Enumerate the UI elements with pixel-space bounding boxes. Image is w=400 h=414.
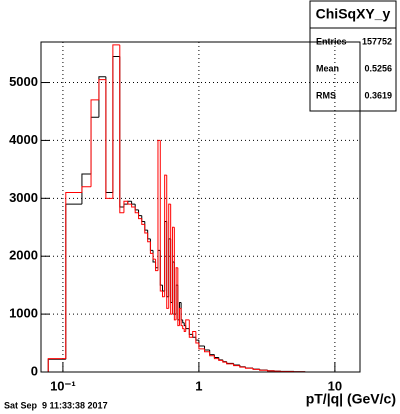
- histogram-bin: [134, 207, 139, 214]
- histogram-bin: [159, 140, 163, 292]
- histogram-bin: [144, 224, 148, 234]
- stats-label: Mean: [316, 63, 339, 73]
- stats-title: ChiSqXY_y: [316, 6, 391, 22]
- histogram-bin: [152, 253, 156, 260]
- y-tick-label: 5000: [9, 74, 38, 89]
- histogram-bin: [192, 330, 196, 338]
- plot-frame: [40, 41, 361, 373]
- histogram-bin: [98, 79, 106, 100]
- histogram-bin: [166, 175, 169, 309]
- histogram-bin: [213, 355, 219, 360]
- histogram-bin: [162, 285, 165, 292]
- stats-label: RMS: [316, 90, 336, 100]
- histogram-bin: [180, 308, 183, 327]
- x-tick-label: 10: [328, 378, 342, 393]
- histogram-bin: [98, 76, 106, 118]
- y-tick-label: 1000: [9, 306, 38, 321]
- histogram-bin: [222, 360, 227, 363]
- histogram-bin: [182, 325, 185, 330]
- histogram-bin: [177, 267, 180, 327]
- y-tick-label: 4000: [9, 132, 38, 147]
- histogram-bin: [182, 319, 185, 324]
- histogram-bin: [138, 212, 142, 220]
- histogram-bin: [209, 351, 215, 357]
- histogram-bin: [123, 200, 128, 213]
- histogram-bin: [90, 99, 99, 187]
- stats-value: 157752: [362, 36, 392, 46]
- histogram-bin: [112, 44, 120, 199]
- histogram-bin: [141, 218, 145, 225]
- histogram-bin: [183, 328, 186, 332]
- histogram-bin: [195, 331, 199, 344]
- histogram-bin: [178, 307, 182, 326]
- histogram-bin: [168, 203, 171, 309]
- histogram-bin: [155, 259, 158, 272]
- x-tick-label: 1: [195, 378, 202, 393]
- histogram-bin: [259, 369, 268, 371]
- histogram-bin: [185, 319, 190, 332]
- y-tick-label: 3000: [9, 190, 38, 205]
- stats-label: Entries: [316, 36, 347, 46]
- histogram-bin: [239, 365, 246, 368]
- histogram-bin: [170, 204, 173, 315]
- histogram-bin: [164, 174, 167, 297]
- histogram-bin: [188, 319, 193, 338]
- histogram-bin: [149, 241, 154, 254]
- histogram-bin: [157, 139, 161, 271]
- histogram-bin: [218, 358, 223, 361]
- histogram-bin: [175, 267, 178, 320]
- histogram-bin: [47, 358, 66, 372]
- stats-value: 0.5256: [364, 63, 392, 73]
- histogram-bin: [172, 226, 175, 315]
- histogram-bin: [204, 348, 210, 353]
- histogram-bin: [81, 186, 92, 193]
- histogram-bin: [226, 362, 234, 365]
- histogram-bin: [105, 79, 113, 199]
- y-tick-label: 2000: [9, 248, 38, 263]
- y-tick-label: 0: [31, 363, 38, 378]
- x-tick-label: 10⁻¹: [50, 378, 76, 393]
- footer: Sat Sep 9 11:33:38 2017: [4, 400, 108, 410]
- histogram-bin: [131, 204, 136, 208]
- histogram-bin: [119, 44, 124, 214]
- histogram-bin: [81, 173, 92, 205]
- histogram-bin: [198, 343, 205, 350]
- histogram-bin: [147, 233, 151, 243]
- histogram-bin: [233, 363, 240, 367]
- stats-value: 0.3619: [364, 90, 392, 100]
- histogram-bin: [65, 192, 82, 359]
- histogram-bin: [127, 201, 132, 205]
- x-axis-label: pT/|q| (GeV/c): [306, 391, 396, 407]
- histogram-bin: [162, 290, 165, 298]
- histogram-bin: [267, 370, 275, 372]
- histogram-bin: [244, 367, 254, 369]
- histogram-bin: [173, 227, 177, 321]
- stats-box: [309, 0, 397, 112]
- histogram-bin: [252, 368, 260, 370]
